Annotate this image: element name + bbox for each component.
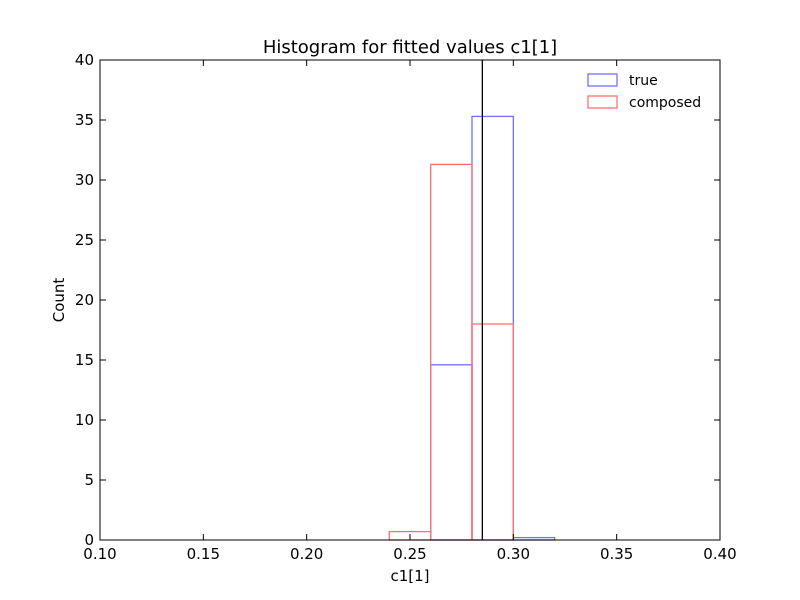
legend-label-composed: composed bbox=[629, 95, 701, 111]
y-tick-label-8: 40 bbox=[75, 51, 94, 69]
x-axis-label: c1[1] bbox=[390, 567, 429, 585]
y-tick-label-5: 25 bbox=[75, 231, 94, 249]
y-axis-label: Count bbox=[50, 278, 68, 323]
x-axis: 0.10 0.15 0.20 0.25 0.30 0.35 0.40 bbox=[83, 60, 737, 563]
y-tick-label-4: 20 bbox=[75, 291, 94, 309]
y-tick-label-1: 5 bbox=[84, 471, 94, 489]
x-tick-label-1: 0.15 bbox=[187, 545, 220, 563]
legend-swatch-composed bbox=[587, 95, 618, 109]
bar-composed-8 bbox=[430, 163, 473, 541]
bar-composed-9 bbox=[471, 323, 514, 541]
y-tick-label-7: 35 bbox=[75, 111, 94, 129]
x-tick-label-2: 0.20 bbox=[290, 545, 323, 563]
y-tick-label-0: 0 bbox=[84, 531, 94, 549]
bar-true-8 bbox=[430, 364, 473, 541]
y-tick-label-3: 15 bbox=[75, 351, 94, 369]
x-tick-label-6: 0.40 bbox=[703, 545, 736, 563]
x-tick-label-3: 0.25 bbox=[393, 545, 426, 563]
bar-true-9 bbox=[471, 115, 514, 541]
series-composed bbox=[388, 163, 514, 541]
plot-frame bbox=[99, 59, 721, 541]
chart-title: Histogram for fitted values c1[1] bbox=[263, 37, 557, 58]
histogram-bars bbox=[388, 115, 556, 541]
x-tick-label-0: 0.10 bbox=[83, 545, 116, 563]
x-tick-label-5: 0.35 bbox=[600, 545, 633, 563]
x-tick-label-4: 0.30 bbox=[497, 545, 530, 563]
legend-label-true: true bbox=[629, 73, 658, 89]
y-tick-label-6: 30 bbox=[75, 171, 94, 189]
y-tick-label-2: 10 bbox=[75, 411, 94, 429]
legend: true composed bbox=[587, 73, 701, 111]
y-axis: 0 5 10 15 20 25 30 35 40 bbox=[75, 51, 720, 549]
legend-swatch-true bbox=[587, 73, 618, 87]
series-true bbox=[430, 115, 556, 541]
